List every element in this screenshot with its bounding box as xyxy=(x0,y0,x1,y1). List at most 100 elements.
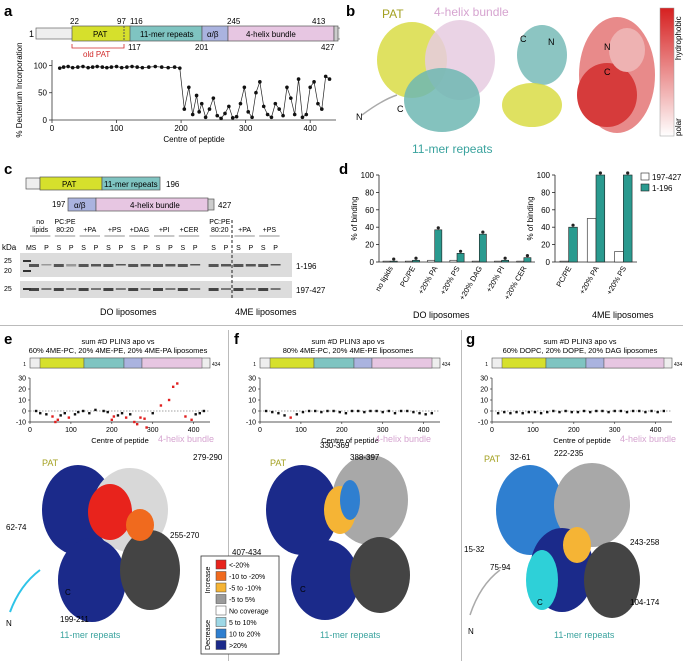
hdx-subtitle: 60% DOPC, 20% DOPE, 20% DAG liposomes xyxy=(503,346,658,355)
data-point xyxy=(406,409,409,413)
annot-222-235: 222-235 xyxy=(554,449,584,458)
gel-band xyxy=(41,264,52,266)
eleven-label: 11-mer repeats xyxy=(60,630,121,640)
structure-region xyxy=(350,537,410,613)
data-point xyxy=(356,409,360,413)
bar-197-427 xyxy=(614,251,624,263)
structure-ribbon-2 xyxy=(502,25,567,127)
pat-label: PAT xyxy=(42,458,59,468)
gel-band xyxy=(221,288,231,290)
data-point xyxy=(120,412,124,415)
y-tick-label: 30 xyxy=(18,376,26,383)
data-point xyxy=(271,410,274,414)
bar-1-196 xyxy=(456,253,465,263)
legend-197-427: 197-427 xyxy=(652,173,682,182)
data-point xyxy=(238,101,243,106)
annot-407-434: 407-434 xyxy=(232,548,262,557)
n-term-label-2: N xyxy=(548,37,555,47)
gel-p-label: P xyxy=(193,245,198,252)
panel-label: e xyxy=(4,331,12,348)
eleven-label: 11-mer repeats xyxy=(320,630,381,640)
gel-band xyxy=(115,264,126,266)
legend-1-196: 1-196 xyxy=(652,184,673,193)
data-point xyxy=(203,115,208,120)
gel-band xyxy=(208,264,219,267)
c-helix-label: 4-helix bundle xyxy=(130,201,180,210)
gel-band xyxy=(190,264,201,266)
x-tick-label: 200 xyxy=(106,427,118,434)
data-point xyxy=(576,410,580,414)
data-point xyxy=(246,110,251,114)
bar-197-427 xyxy=(516,260,525,263)
gel-band xyxy=(29,288,39,291)
legend-item-label: >20% xyxy=(229,643,247,650)
y-tick-label: -10 xyxy=(16,420,26,427)
data-point xyxy=(607,410,610,414)
gel-group-label: +CER xyxy=(180,227,199,234)
x-tick-label: 100 xyxy=(110,124,124,133)
gel-s-label: S xyxy=(261,245,266,252)
gel-p-label: P xyxy=(94,245,99,252)
gel-s-label: S xyxy=(32,245,37,252)
data-point xyxy=(166,65,170,70)
category-label: PC/PE xyxy=(554,265,573,289)
bar-1-196 xyxy=(501,259,510,263)
category-label: +20% PI xyxy=(484,265,506,294)
data-point xyxy=(662,409,666,413)
gel-p-label: P xyxy=(143,245,148,252)
data-point xyxy=(314,409,317,413)
data-point xyxy=(143,417,146,420)
c-ab-label: α/β xyxy=(74,201,86,210)
category-label: +20% PS xyxy=(605,265,629,297)
legend-box xyxy=(200,555,280,655)
gel-row-1-196: 1-196 xyxy=(296,262,317,271)
data-point xyxy=(281,113,285,118)
annot-32-61: 32-61 xyxy=(510,453,531,462)
panel-a-label: a xyxy=(4,3,13,20)
y-tick-label: 80 xyxy=(365,188,374,197)
y-tick-label: 80 xyxy=(541,188,550,197)
bar-197-427 xyxy=(471,260,480,263)
data-point xyxy=(159,404,163,407)
data-point xyxy=(650,409,653,413)
data-point xyxy=(250,115,254,120)
num-427: 427 xyxy=(321,43,335,52)
data-point xyxy=(521,412,524,415)
gel-p-label: P xyxy=(168,245,173,252)
y-axis-label: % of binding xyxy=(350,196,359,240)
data-point xyxy=(625,410,629,414)
data-point xyxy=(125,65,129,69)
data-point xyxy=(323,74,328,79)
n-term-label: N xyxy=(6,619,12,628)
y-tick-label: -10 xyxy=(246,420,256,427)
structure-region xyxy=(126,509,154,541)
gel-bands xyxy=(23,260,281,291)
gel-band xyxy=(245,288,256,290)
annot-330-369: 330-369 xyxy=(320,441,350,450)
data-point xyxy=(363,410,366,414)
data-point xyxy=(110,418,114,421)
data-point xyxy=(198,412,201,415)
replicate-point xyxy=(481,230,485,234)
x-tick-label: 200 xyxy=(174,124,188,133)
hydrophobic-label: hydrophobic xyxy=(674,16,683,60)
domain-start: 1 xyxy=(253,362,256,368)
data-point xyxy=(119,65,124,70)
y-tick-label: 0 xyxy=(43,116,48,125)
legend-swatch xyxy=(215,571,227,581)
eleven-mer-domain xyxy=(545,357,587,369)
marker-band xyxy=(23,288,31,290)
legend-item-label: -5 to 5% xyxy=(229,597,255,604)
legend-item-label: 5 to 10% xyxy=(229,620,257,627)
structure-region xyxy=(563,527,591,563)
data-point xyxy=(307,409,311,413)
panel-c: c PAT 11-mer repeats 196 197 α/β 4-helix… xyxy=(2,161,326,317)
c-term-label: C xyxy=(65,588,71,597)
x-axis-label: Centre of peptide xyxy=(553,436,611,445)
data-point xyxy=(102,409,105,413)
gel-band xyxy=(66,288,77,290)
data-point xyxy=(430,412,434,415)
helix-domain xyxy=(603,357,665,369)
bar-1-196 xyxy=(412,259,420,263)
